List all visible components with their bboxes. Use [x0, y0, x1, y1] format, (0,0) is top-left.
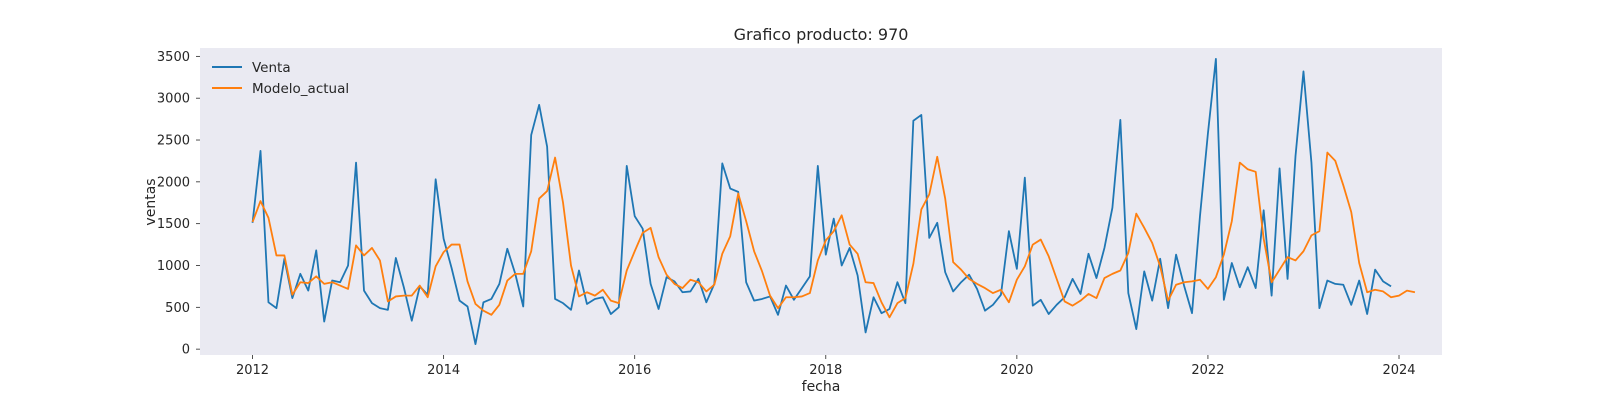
y-tick-label: 3500 — [157, 50, 190, 65]
y-tick-label: 3000 — [157, 92, 190, 107]
y-tick-label: 0 — [182, 343, 190, 358]
y-tick-label: 2500 — [157, 134, 190, 149]
x-tick-label: 2020 — [1000, 363, 1033, 378]
legend-label-venta: Venta — [252, 60, 291, 76]
y-ticks: 0 500 1000 1500 2000 2500 3000 3500 — [157, 50, 200, 358]
x-tick-label: 2024 — [1382, 363, 1415, 378]
x-tick-label: 2014 — [427, 363, 460, 378]
series-layer — [251, 57, 1416, 346]
x-ticks: 2012 2014 2016 2018 2020 2022 2024 — [236, 355, 1416, 378]
x-tick-label: 2022 — [1191, 363, 1224, 378]
x-tick-label: 2018 — [809, 363, 842, 378]
legend-label-modelo-actual: Modelo_actual — [252, 81, 349, 97]
x-tick-label: 2016 — [618, 363, 651, 378]
y-tick-label: 2000 — [157, 175, 190, 190]
y-tick-label: 500 — [165, 301, 190, 316]
y-axis-label: ventas — [143, 178, 159, 225]
y-tick-label: 1000 — [157, 259, 190, 274]
legend: Venta Modelo_actual — [212, 60, 349, 97]
x-axis-label: fecha — [802, 379, 841, 395]
x-tick-label: 2012 — [236, 363, 269, 378]
series-line-venta — [251, 57, 1392, 346]
series-line-modelo-actual — [251, 151, 1416, 319]
y-tick-label: 1500 — [157, 217, 190, 232]
chart-title: Grafico producto: 970 — [734, 25, 909, 44]
